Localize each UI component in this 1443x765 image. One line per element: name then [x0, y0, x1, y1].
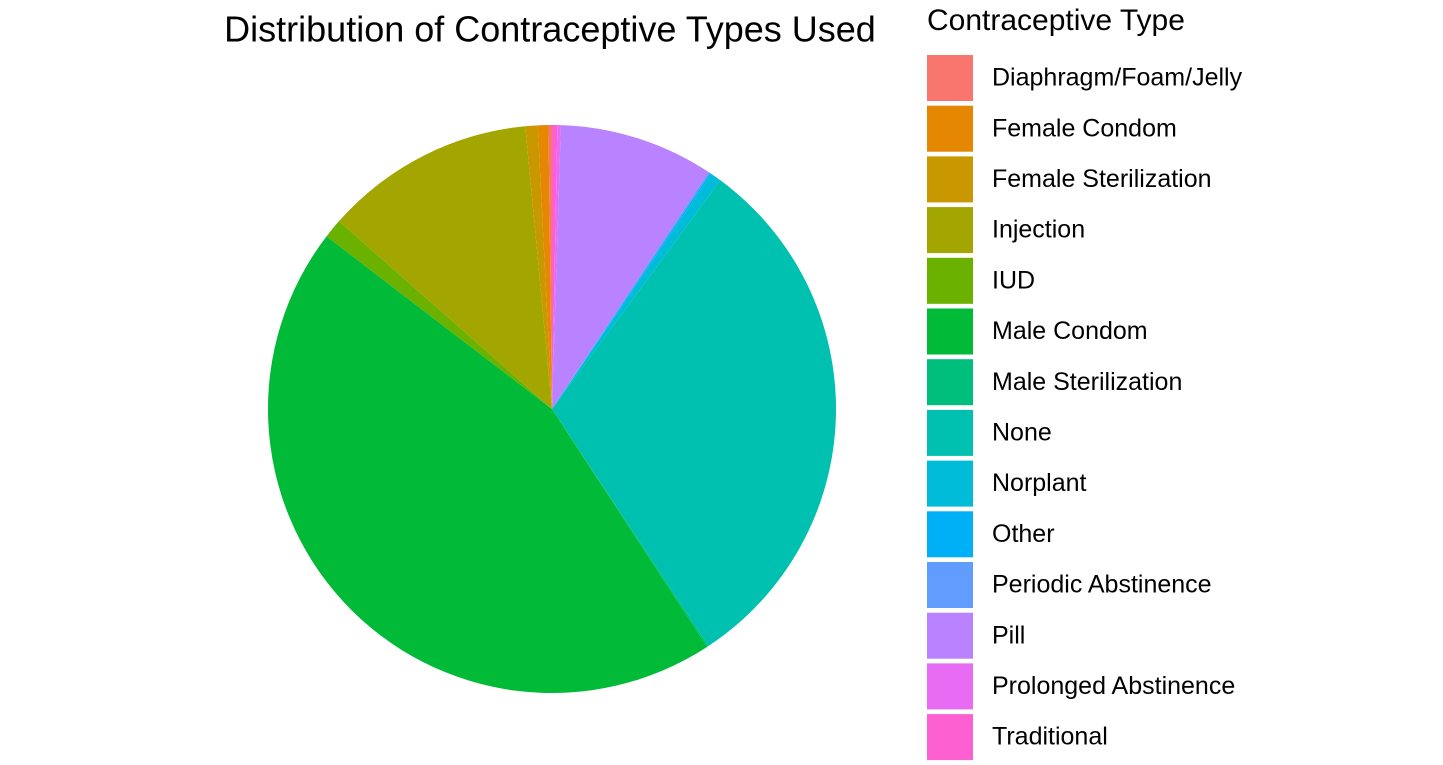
- legend-key: [927, 663, 973, 710]
- legend-key: [927, 308, 973, 355]
- legend-label: Female Sterilization: [992, 165, 1212, 193]
- legend-key: [927, 257, 973, 304]
- pie-slice: [552, 409, 709, 647]
- legend-key: [927, 105, 973, 152]
- legend-key: [927, 511, 973, 558]
- pie-slice: [552, 172, 711, 409]
- legend-key: [927, 207, 973, 254]
- pie-slice: [525, 125, 552, 409]
- legend-label: Diaphragm/Foam/Jelly: [992, 64, 1243, 92]
- legend-label: Periodic Abstinence: [992, 571, 1212, 599]
- pie-slice: [552, 173, 712, 409]
- legend-label: Other: [992, 520, 1055, 548]
- legend-label: Pill: [992, 621, 1025, 649]
- legend-label: Traditional: [992, 723, 1108, 751]
- legend-key: [927, 359, 973, 406]
- legend-label: Prolonged Abstinence: [992, 672, 1235, 700]
- legend-key: [927, 156, 973, 203]
- pie-slice: [326, 221, 552, 409]
- legend-key: [927, 612, 973, 659]
- legend-key: [927, 409, 973, 456]
- legend-label: Male Sterilization: [992, 368, 1182, 396]
- legend-label: Injection: [992, 216, 1085, 244]
- pie-slice: [552, 125, 558, 409]
- legend-key: [927, 55, 973, 101]
- pie-slice: [267, 236, 708, 694]
- pie-slice: [552, 180, 836, 646]
- pie-slice: [552, 125, 561, 410]
- legend-key: [927, 460, 973, 507]
- legend-label: Female Condom: [992, 114, 1177, 142]
- pie-slice: [338, 126, 552, 409]
- legend-label: Male Condom: [992, 317, 1148, 345]
- legend-label: None: [992, 419, 1052, 447]
- legend-key: [927, 562, 973, 608]
- chart-title: Distribution of Contraceptive Types Used: [224, 9, 876, 50]
- pie-slice: [552, 174, 721, 409]
- legend-key: [927, 714, 973, 761]
- legend-label: IUD: [992, 266, 1035, 294]
- pie-slice: [537, 125, 552, 409]
- legend-label: Norplant: [992, 469, 1087, 497]
- pie-slice: [548, 125, 552, 409]
- legend-title: Contraceptive Type: [927, 4, 1185, 37]
- pie-slice: [552, 125, 709, 409]
